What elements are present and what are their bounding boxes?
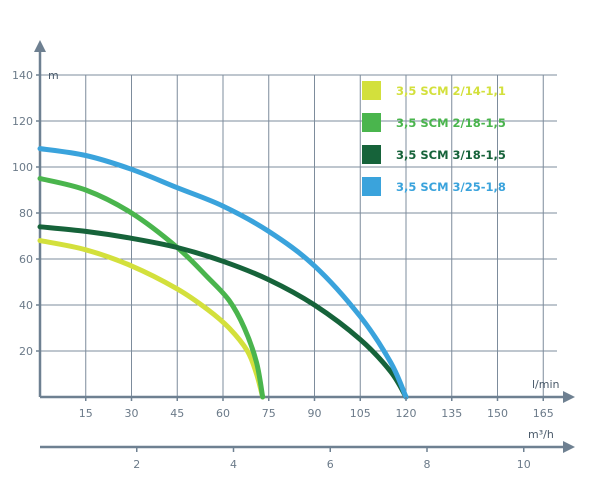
legend: 3,5 SCM 2/14-1,1 3,5 SCM 2/18-1,5 3,5 SCM … bbox=[362, 81, 506, 196]
x-tick-label: 45 bbox=[170, 407, 184, 420]
y-tick-label: 140 bbox=[12, 69, 33, 82]
legend-swatch-4 bbox=[362, 177, 381, 196]
legend-label-3: 3,5 SCM 3/18-1,5 bbox=[396, 148, 506, 162]
legend-label-1: 3,5 SCM 2/14-1,1 bbox=[396, 84, 506, 98]
ticks-layer: 20 40 60 80 100 120 140 15 30 45 60 75 90 105 120 135 15… bbox=[12, 69, 554, 471]
x-tick-label: 60 bbox=[216, 407, 230, 420]
x2-tick-label: 8 bbox=[424, 458, 431, 471]
x-tick-label: 15 bbox=[79, 407, 93, 420]
y-tick-label: 120 bbox=[12, 115, 33, 128]
y-tick-label: 20 bbox=[19, 345, 33, 358]
series-layer bbox=[37, 146, 409, 400]
x-axis-arrow-icon bbox=[563, 391, 575, 403]
x-tick-label: 165 bbox=[533, 407, 554, 420]
y-tick-label: 60 bbox=[19, 253, 33, 266]
legend-label-2: 3,5 SCM 2/18-1,5 bbox=[396, 116, 506, 130]
x2-tick-label: 2 bbox=[133, 458, 140, 471]
y-tick-label: 80 bbox=[19, 207, 33, 220]
legend-swatch-3 bbox=[362, 145, 381, 164]
x-tick-label: 120 bbox=[396, 407, 417, 420]
x2-axis-arrow-icon bbox=[563, 441, 575, 453]
y-axis-arrow-icon bbox=[34, 40, 46, 52]
legend-swatch-2 bbox=[362, 113, 381, 132]
x2-axis-label: m³/h bbox=[528, 428, 554, 441]
x-tick-label: 150 bbox=[487, 407, 508, 420]
grid bbox=[40, 74, 557, 397]
y-tick-label: 40 bbox=[19, 299, 33, 312]
x-axis-label: l/min bbox=[532, 378, 560, 391]
x-tick-label: 105 bbox=[350, 407, 371, 420]
series-line-1 bbox=[37, 238, 266, 400]
x-tick-label: 30 bbox=[125, 407, 139, 420]
legend-label-4: 3,5 SCM 3/25-1,8 bbox=[396, 180, 506, 194]
axes bbox=[34, 40, 575, 453]
series-line-2 bbox=[37, 176, 266, 400]
x-tick-label: 90 bbox=[308, 407, 322, 420]
y-axis-label: m bbox=[48, 69, 59, 82]
x2-tick-label: 4 bbox=[230, 458, 237, 471]
series-line-4 bbox=[37, 146, 409, 400]
legend-swatch-1 bbox=[362, 81, 381, 100]
x2-tick-label: 10 bbox=[517, 458, 531, 471]
series-line-3 bbox=[37, 224, 409, 400]
x-tick-label: 135 bbox=[441, 407, 462, 420]
x-tick-label: 75 bbox=[262, 407, 276, 420]
y-tick-label: 100 bbox=[12, 161, 33, 174]
x2-tick-label: 6 bbox=[327, 458, 334, 471]
